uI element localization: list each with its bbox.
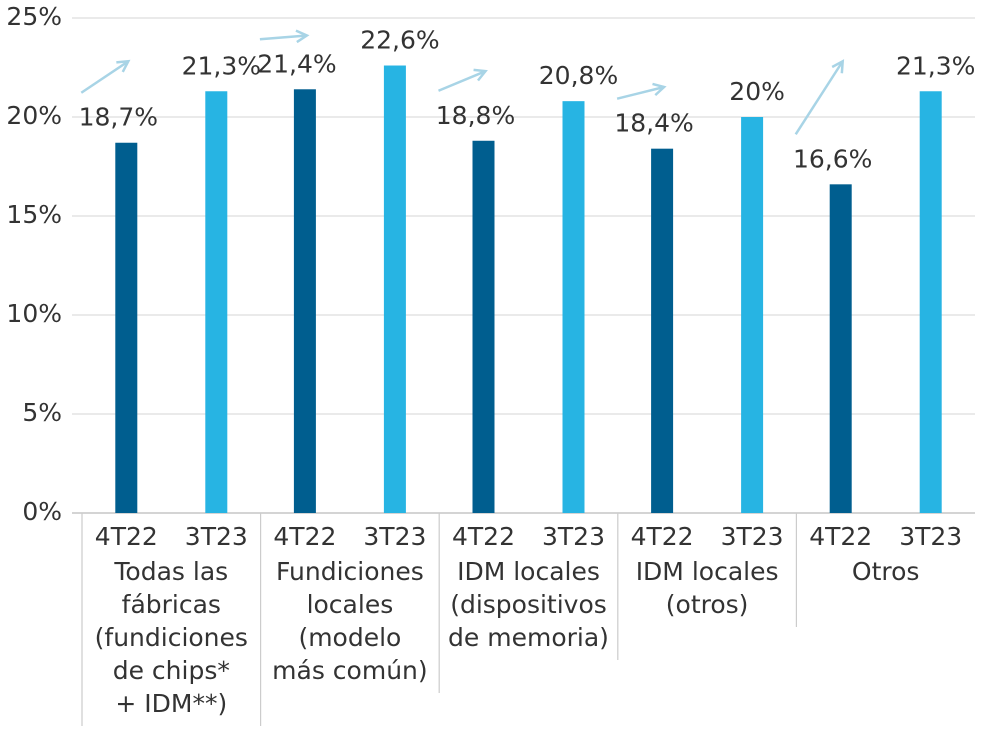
x-tick-label: IDM locales [636, 557, 779, 586]
x-tick-label: de memoria) [448, 623, 609, 652]
value-label: 20% [729, 77, 785, 106]
bar [293, 89, 316, 513]
value-label: 18,7% [79, 103, 158, 132]
value-label: 20,8% [539, 61, 618, 90]
trend-arrow [259, 34, 307, 41]
series-label: 4T22 [631, 522, 694, 551]
value-label: 22,6% [360, 26, 439, 55]
y-tick-label: 10% [6, 299, 62, 328]
value-label: 21,3% [896, 51, 975, 80]
y-tick-label: 15% [6, 200, 62, 229]
value-label: 21,3% [182, 51, 261, 80]
value-label: 18,8% [436, 101, 515, 130]
bar [562, 101, 585, 513]
trend-arrow-head [831, 59, 845, 74]
trend-arrow [794, 60, 844, 135]
value-label: 21,4% [257, 49, 336, 78]
x-tick-label: Otros [852, 557, 920, 586]
bar [472, 140, 495, 513]
bar [741, 117, 764, 513]
x-tick-label: (modelo [298, 623, 401, 652]
y-tick-label: 20% [6, 101, 62, 130]
x-tick-label: (otros) [666, 590, 749, 619]
trend-arrow-head [116, 59, 131, 73]
bar [205, 91, 228, 513]
trend-arrow [80, 60, 129, 94]
x-tick-label: Todas las [113, 557, 228, 586]
y-tick-label: 25% [6, 2, 62, 31]
y-tick-label: 0% [22, 497, 62, 526]
x-tick-label: de chips* [113, 656, 230, 685]
series-label: 4T22 [273, 522, 336, 551]
trend-arrow-head [652, 82, 667, 97]
series-label: 4T22 [809, 522, 872, 551]
x-tick-label: más común) [272, 656, 427, 685]
series-label: 3T23 [542, 522, 605, 551]
trend-arrow-head [473, 68, 488, 82]
trend-arrow [616, 85, 665, 100]
x-tick-label: (fundiciones [95, 623, 248, 652]
x-tick-label: locales [307, 590, 394, 619]
series-label: 3T23 [185, 522, 248, 551]
trend-arrow-head [295, 29, 310, 44]
bar [115, 142, 138, 514]
bar [829, 184, 852, 513]
bar [383, 65, 406, 514]
x-tick-label: IDM locales [457, 557, 600, 586]
y-tick-label: 5% [22, 398, 62, 427]
x-tick-label: (dispositivos [450, 590, 607, 619]
bar [651, 148, 674, 513]
x-tick-label: fábricas [122, 590, 221, 619]
x-tick-label: + IDM**) [115, 689, 227, 718]
trend-arrow [438, 70, 486, 92]
series-label: 4T22 [452, 522, 515, 551]
bar [919, 91, 942, 513]
series-label: 4T22 [95, 522, 158, 551]
value-label: 18,4% [614, 109, 693, 138]
x-tick-label: Fundiciones [276, 557, 424, 586]
series-label: 3T23 [721, 522, 784, 551]
series-label: 3T23 [899, 522, 962, 551]
value-label: 16,6% [793, 144, 872, 173]
series-label: 3T23 [363, 522, 426, 551]
